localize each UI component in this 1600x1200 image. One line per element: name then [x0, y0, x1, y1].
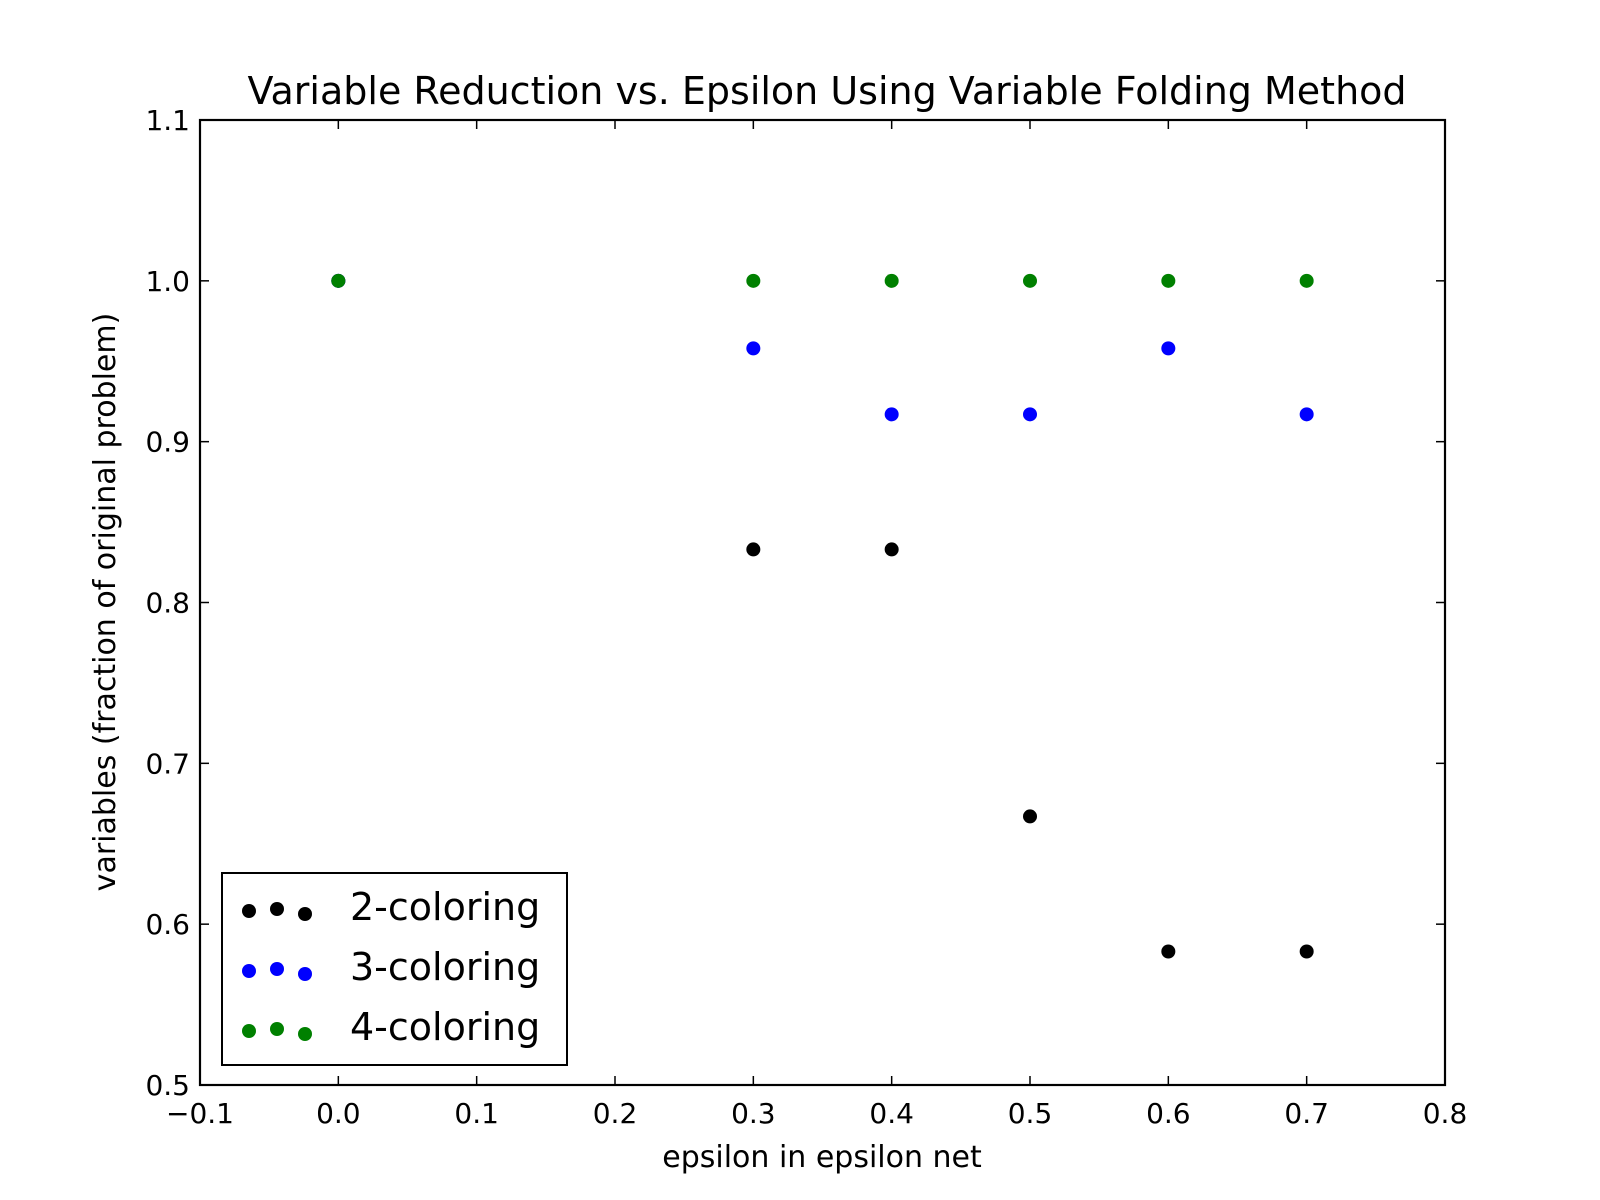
legend-marker-3-coloring — [270, 962, 284, 976]
point-4-coloring — [884, 273, 899, 288]
x-tick-label: 0.8 — [1423, 1097, 1468, 1130]
point-4-coloring — [746, 273, 761, 288]
y-tick-label: 0.5 — [145, 1069, 190, 1102]
point-3-coloring — [1161, 341, 1176, 356]
y-tick-label: 1.0 — [145, 265, 190, 298]
legend-label-3-coloring: 3-coloring — [350, 945, 540, 989]
legend-marker-3-coloring — [242, 964, 256, 978]
legend-markers — [242, 902, 312, 1041]
points-layer — [331, 273, 1314, 959]
y-tick-label: 0.9 — [145, 426, 190, 459]
y-tick-label: 0.8 — [145, 587, 190, 620]
point-2-coloring — [1299, 944, 1314, 959]
point-2-coloring — [1023, 809, 1037, 824]
point-3-coloring — [884, 407, 899, 422]
legend-marker-2-coloring — [298, 907, 312, 921]
x-tick-label: 0.6 — [1146, 1097, 1191, 1130]
ticks-layer: −0.1 0.0 0.1 0.2 0.3 0.4 0.5 0.6 0.7 0.8 0.5 0.6 0.7… — [145, 104, 1467, 1130]
x-tick-label: 0.0 — [316, 1097, 361, 1130]
legend-marker-2-coloring — [270, 902, 284, 916]
legend-label-4-coloring: 4-coloring — [350, 1005, 540, 1049]
x-tick-label: −0.1 — [166, 1097, 234, 1130]
point-2-coloring — [884, 542, 899, 557]
y-tick-label: 1.1 — [145, 104, 190, 137]
legend: 2-coloring 3-coloring 4-coloring — [221, 872, 568, 1066]
legend-label-2-coloring: 2-coloring — [350, 885, 540, 929]
y-tick-label: 0.7 — [145, 747, 190, 780]
point-3-coloring — [746, 341, 761, 356]
y-tick-label: 0.6 — [145, 908, 190, 941]
y-axis-label: variables (fraction of original problem) — [88, 313, 123, 892]
point-4-coloring — [1161, 273, 1176, 288]
point-2-coloring — [1161, 944, 1176, 959]
x-tick-label: 0.5 — [1008, 1097, 1053, 1130]
x-tick-label: 0.3 — [731, 1097, 776, 1130]
point-3-coloring — [1299, 407, 1314, 422]
point-4-coloring — [331, 273, 346, 288]
legend-marker-4-coloring — [270, 1022, 284, 1036]
point-2-coloring — [746, 542, 761, 557]
x-tick-label: 0.7 — [1284, 1097, 1329, 1130]
x-tick-label: 0.1 — [454, 1097, 499, 1130]
legend-marker-4-coloring — [242, 1024, 256, 1038]
chart-title: Variable Reduction vs. Epsilon Using Var… — [247, 69, 1406, 113]
point-4-coloring — [1023, 273, 1037, 288]
legend-marker-3-coloring — [298, 967, 312, 981]
x-tick-label: 0.4 — [869, 1097, 914, 1130]
legend-marker-4-coloring — [298, 1027, 312, 1041]
point-4-coloring — [1299, 273, 1314, 288]
legend-marker-2-coloring — [242, 904, 256, 918]
x-axis-label: epsilon in epsilon net — [662, 1140, 982, 1175]
point-3-coloring — [1023, 407, 1037, 422]
plot-frame — [198, 118, 1447, 1087]
x-tick-label: 0.2 — [593, 1097, 638, 1130]
